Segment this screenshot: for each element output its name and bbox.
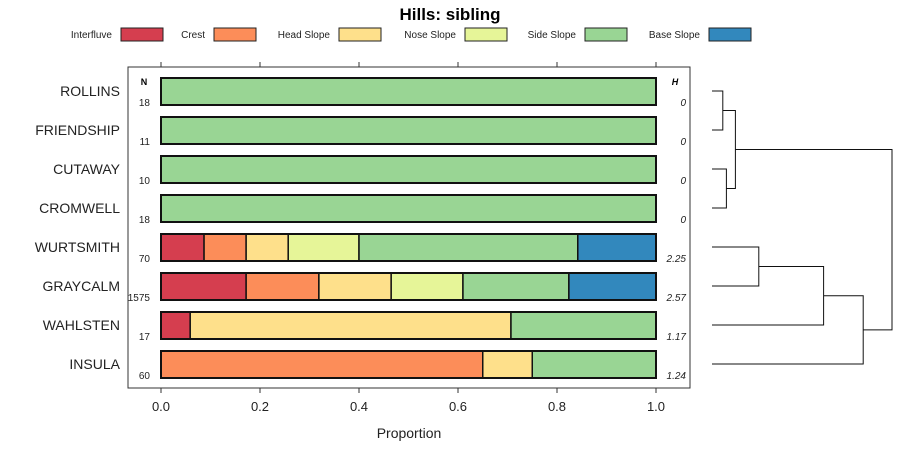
legend-swatch xyxy=(213,27,257,42)
legend-swatch xyxy=(584,27,628,42)
n-header: N xyxy=(141,77,148,87)
bar-segment xyxy=(577,233,657,262)
bar-segment xyxy=(160,272,247,301)
dendrogram-branch xyxy=(712,266,825,326)
h-value: 2.57 xyxy=(666,293,687,304)
legend-label: Nose Slope xyxy=(404,30,456,41)
h-header: H xyxy=(672,77,679,87)
bar-outline xyxy=(160,77,657,106)
bar-segment xyxy=(462,272,570,301)
x-axis-label: Proportion xyxy=(377,425,442,441)
bar-segment xyxy=(160,77,657,106)
dendrogram-branch xyxy=(735,149,893,331)
dendrogram-branch xyxy=(722,110,736,189)
bar-segment xyxy=(568,272,657,301)
x-tick-label: 0.8 xyxy=(548,399,566,414)
bar-segment xyxy=(160,233,205,262)
chart-title: Hills: sibling xyxy=(399,5,500,24)
n-value: 17 xyxy=(139,332,151,343)
x-tick-label: 0.2 xyxy=(251,399,269,414)
bar-segment xyxy=(287,233,360,262)
row-label: WURTSMITH xyxy=(35,239,120,255)
legend-label: Side Slope xyxy=(528,30,577,41)
dendrogram-branch xyxy=(712,90,724,131)
bar-outline xyxy=(160,350,657,379)
h-value: 0 xyxy=(680,98,686,109)
bar-outline xyxy=(160,272,657,301)
bar-segment xyxy=(482,350,533,379)
legend-swatch xyxy=(464,27,508,42)
bar-segment xyxy=(390,272,464,301)
n-value: 18 xyxy=(139,215,151,226)
legend-label: Crest xyxy=(181,30,205,41)
legend-label: Base Slope xyxy=(649,30,701,41)
bar-segment xyxy=(358,233,579,262)
legend-label: Head Slope xyxy=(278,30,331,41)
x-tick-label: 0.0 xyxy=(152,399,170,414)
row-label: WAHLSTEN xyxy=(43,317,120,333)
x-tick-label: 0.6 xyxy=(449,399,467,414)
bar-segment xyxy=(160,194,657,223)
n-value: 70 xyxy=(139,254,151,265)
row-label: INSULA xyxy=(69,356,120,372)
h-value: 2.25 xyxy=(666,254,687,265)
plot-frame xyxy=(127,66,691,389)
dendrogram-branch xyxy=(712,246,760,287)
h-value: 0 xyxy=(680,176,686,187)
h-value: 0 xyxy=(680,137,686,148)
row-label: CROMWELL xyxy=(39,200,120,216)
row-label: ROLLINS xyxy=(60,83,120,99)
n-value: 18 xyxy=(139,98,151,109)
h-value: 1.24 xyxy=(667,371,687,382)
bar-segment xyxy=(531,350,657,379)
bar-segment xyxy=(245,272,320,301)
bar-segment xyxy=(245,233,289,262)
row-label: FRIENDSHIP xyxy=(35,122,120,138)
n-value: 10 xyxy=(139,176,151,187)
h-value: 0 xyxy=(680,215,686,226)
bar-outline xyxy=(160,311,657,340)
bar-segment xyxy=(318,272,392,301)
x-tick-label: 0.4 xyxy=(350,399,368,414)
row-label: GRAYCALM xyxy=(42,278,120,294)
legend-swatch xyxy=(120,27,164,42)
legend-label: Interfluve xyxy=(71,30,113,41)
n-value: 60 xyxy=(139,371,151,382)
row-label: CUTAWAY xyxy=(53,161,121,177)
legend-swatch xyxy=(708,27,752,42)
bar-segment xyxy=(160,350,484,379)
bar-segment xyxy=(203,233,247,262)
h-value: 1.17 xyxy=(667,332,687,343)
bar-segment xyxy=(510,311,657,340)
bar-segment xyxy=(160,116,657,145)
bar-segment xyxy=(189,311,512,340)
bar-outline xyxy=(160,233,657,262)
x-tick-label: 1.0 xyxy=(647,399,665,414)
legend-swatch xyxy=(338,27,382,42)
dendrogram-branch xyxy=(712,295,864,365)
n-value: 1575 xyxy=(128,293,151,304)
bar-outline xyxy=(160,194,657,223)
bar-segment xyxy=(160,155,657,184)
n-value: 11 xyxy=(140,137,151,148)
dendrogram-branch xyxy=(712,168,727,209)
bar-segment xyxy=(160,311,191,340)
bar-outline xyxy=(160,116,657,145)
bar-outline xyxy=(160,155,657,184)
